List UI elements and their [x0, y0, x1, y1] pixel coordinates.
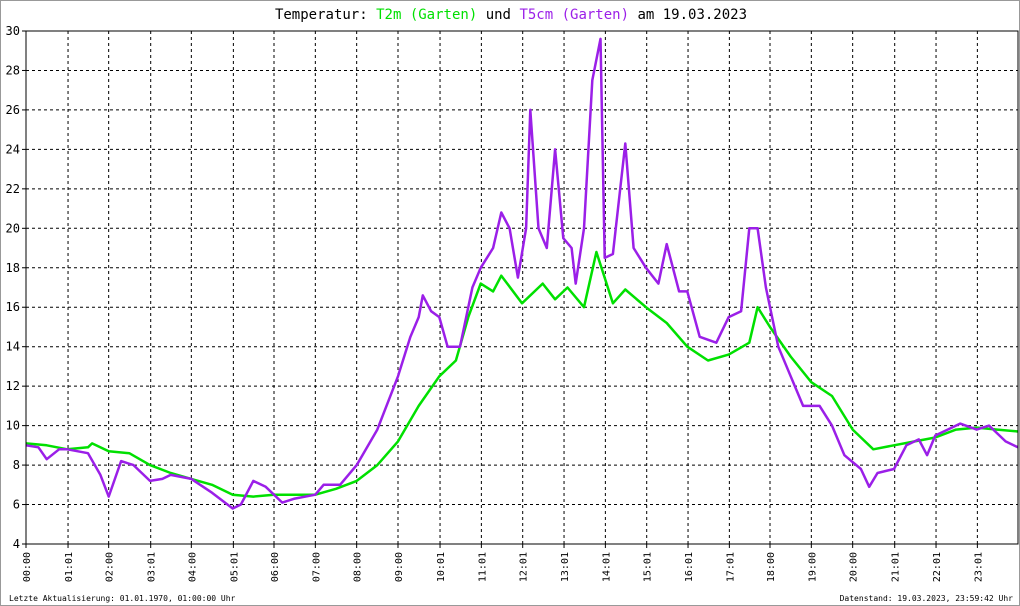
x-tick-label: 12:01 — [519, 552, 530, 582]
y-tick-label: 12 — [6, 379, 20, 393]
x-tick-label: 01:01 — [64, 552, 75, 582]
title-joiner: und — [486, 7, 511, 23]
y-tick-label: 24 — [6, 142, 20, 156]
title-series2: T5cm (Garten) — [519, 7, 629, 23]
x-tick-label: 19:00 — [807, 552, 818, 582]
x-tick-label: 10:01 — [436, 552, 447, 582]
x-tick-label: 21:01 — [891, 552, 902, 582]
y-tick-label: 16 — [6, 300, 20, 314]
x-tick-label: 22:01 — [932, 552, 943, 582]
y-tick-label: 20 — [6, 221, 20, 235]
series-line-t2m — [25, 250, 1019, 498]
x-tick-label: 05:01 — [229, 552, 240, 582]
x-tick-label: 00:00 — [22, 552, 33, 582]
y-tick-label: 10 — [6, 419, 20, 433]
x-tick-label: 08:00 — [353, 552, 364, 582]
y-tick-label: 26 — [6, 103, 20, 117]
y-tick-label: 22 — [6, 182, 20, 196]
x-tick-label: 20:00 — [849, 552, 860, 582]
x-tick-label: 15:01 — [643, 552, 654, 582]
chart-title: Temperatur: T2m (Garten) und T5cm (Garte… — [275, 7, 747, 23]
x-tick-label: 16:01 — [684, 552, 695, 582]
y-tick-label: 18 — [6, 261, 20, 275]
y-tick-label: 30 — [6, 24, 20, 38]
x-tick-label: 11:01 — [477, 552, 488, 582]
x-tick-label: 14:01 — [601, 552, 612, 582]
x-tick-label: 03:01 — [147, 552, 158, 582]
x-tick-label: 23:01 — [973, 552, 984, 582]
x-tick-label: 04:00 — [187, 552, 198, 582]
x-tick-label: 13:01 — [560, 552, 571, 582]
y-tick-label: 8 — [13, 458, 20, 472]
title-series1: T2m (Garten) — [376, 7, 477, 23]
y-tick-label: 6 — [13, 498, 20, 512]
y-tick-label: 14 — [6, 340, 20, 354]
x-tick-label: 17:01 — [725, 552, 736, 582]
y-tick-label: 28 — [6, 63, 20, 77]
y-tick-label: 4 — [13, 537, 20, 551]
title-suffix: am 19.03.2023 — [637, 7, 747, 23]
data-status-text: Datenstand: 19.03.2023, 23:59:42 Uhr — [840, 594, 1014, 603]
title-prefix: Temperatur: — [275, 7, 368, 23]
x-tick-label: 06:00 — [270, 552, 281, 582]
series-line-t5cm — [25, 37, 1019, 510]
x-tick-label: 09:00 — [394, 552, 405, 582]
last-update-text: Letzte Aktualisierung: 01.01.1970, 01:00… — [9, 594, 236, 603]
x-tick-label: 18:00 — [766, 552, 777, 582]
plot-frame — [25, 30, 1019, 545]
x-tick-label: 02:00 — [105, 552, 116, 582]
x-tick-label: 07:00 — [311, 552, 322, 582]
